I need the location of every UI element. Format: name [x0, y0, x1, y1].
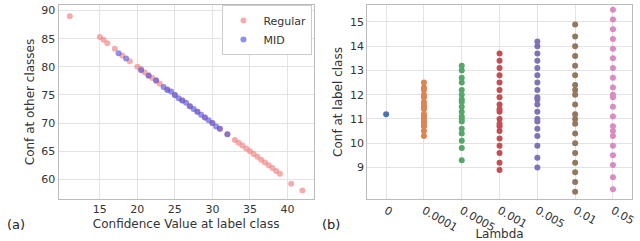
svg-text:11: 11	[350, 113, 364, 126]
svg-text:Lambda: Lambda	[475, 227, 523, 241]
svg-text:75: 75	[41, 89, 55, 102]
svg-text:25: 25	[168, 203, 182, 216]
svg-text:Conf at other classes: Conf at other classes	[23, 39, 37, 165]
svg-text:9: 9	[357, 161, 364, 174]
svg-text:40: 40	[280, 203, 294, 216]
svg-text:65: 65	[41, 145, 55, 158]
svg-text:0: 0	[382, 204, 395, 219]
svg-text:35: 35	[243, 203, 257, 216]
svg-text:(b): (b)	[322, 217, 340, 232]
svg-text:12: 12	[350, 89, 364, 102]
svg-text:0.01: 0.01	[571, 204, 599, 228]
svg-text:70: 70	[41, 117, 55, 130]
svg-text:80: 80	[41, 61, 55, 74]
svg-text:0.0001: 0.0001	[420, 204, 460, 235]
svg-text:10: 10	[350, 137, 364, 150]
svg-text:85: 85	[41, 33, 55, 46]
svg-text:0.0005: 0.0005	[458, 204, 498, 235]
svg-text:Confidence Value at label clas: Confidence Value at label class	[93, 217, 280, 231]
svg-text:20: 20	[130, 203, 144, 216]
svg-text:0.001: 0.001	[495, 204, 529, 231]
svg-text:13: 13	[350, 64, 364, 77]
svg-text:0.05: 0.05	[609, 204, 637, 228]
svg-text:(a): (a)	[7, 217, 25, 232]
svg-text:90: 90	[41, 4, 55, 17]
svg-text:MID: MID	[263, 34, 284, 47]
svg-text:14: 14	[350, 40, 364, 53]
svg-text:Regular: Regular	[263, 15, 306, 28]
svg-text:15: 15	[93, 203, 107, 216]
svg-text:Conf at label class: Conf at label class	[331, 47, 345, 157]
svg-text:0.005: 0.005	[533, 204, 567, 231]
svg-text:60: 60	[41, 173, 55, 186]
svg-text:15: 15	[350, 16, 364, 29]
svg-text:30: 30	[205, 203, 219, 216]
